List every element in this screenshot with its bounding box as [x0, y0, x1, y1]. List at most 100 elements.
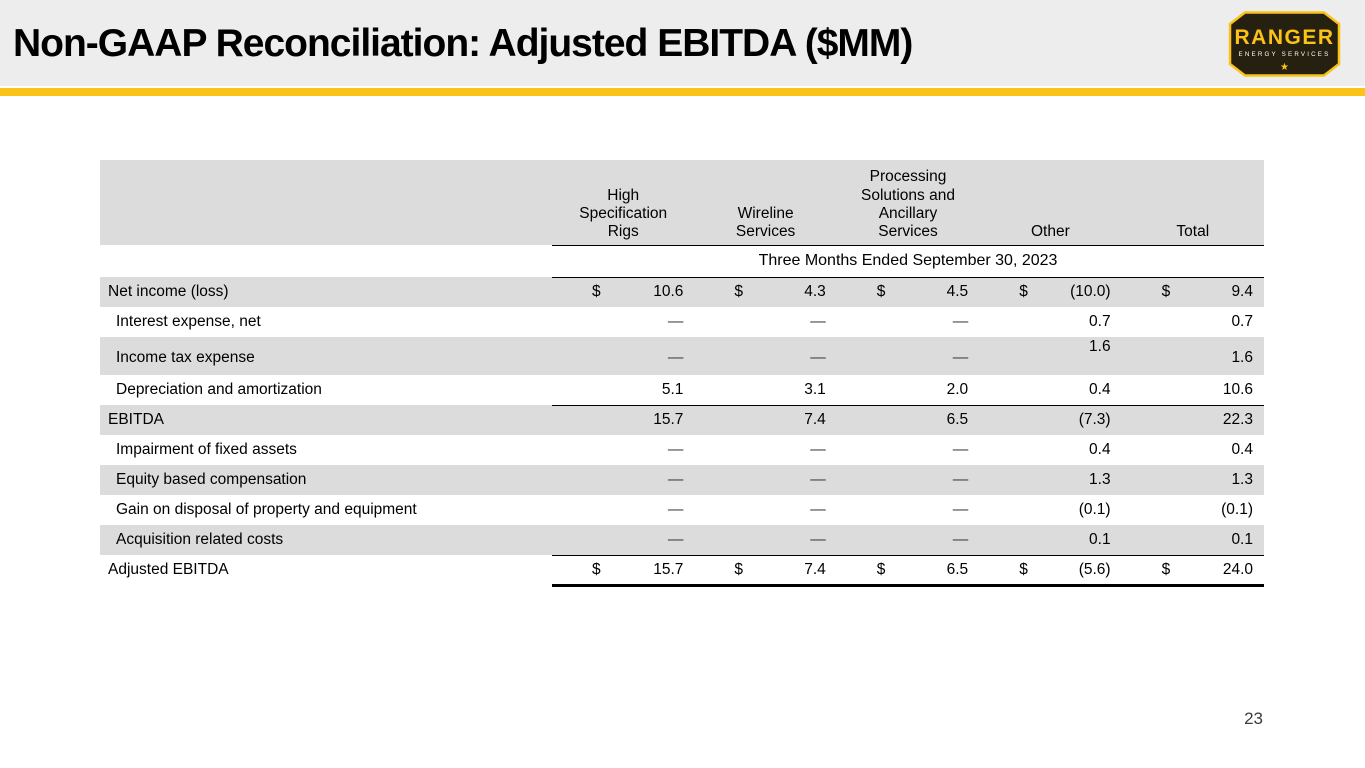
value: — — [810, 349, 826, 366]
cell: — — [837, 307, 979, 337]
value: 0.1 — [1231, 530, 1253, 548]
cell-content: 3.1 — [694, 381, 836, 399]
dollar-sign: $ — [1161, 283, 1171, 301]
column-header-line: Other — [1031, 223, 1070, 241]
value: 10.6 — [653, 283, 684, 301]
cell: $10.6 — [552, 277, 695, 307]
cell: 0.1 — [1121, 525, 1264, 556]
cell-content: 1.3 — [979, 471, 1121, 489]
cell-content: $7.4 — [694, 561, 836, 579]
value: 1.3 — [1089, 471, 1111, 488]
value: 5.1 — [661, 380, 684, 398]
logo-name: RANGER — [1234, 26, 1334, 49]
column-header-line: Processing — [869, 168, 947, 186]
cell: — — [837, 495, 979, 525]
value: 7.4 — [804, 411, 826, 429]
value: — — [952, 349, 969, 366]
value: — — [952, 313, 969, 330]
period-spacer-cell — [100, 245, 552, 277]
cell-content: — — [552, 501, 694, 519]
cell: — — [694, 307, 836, 337]
cell: — — [552, 465, 695, 495]
value: 4.5 — [946, 283, 969, 301]
cell: 22.3 — [1121, 405, 1264, 435]
cell: 0.4 — [1122, 435, 1264, 465]
ranger-energy-logo-icon: RANGER ENERGY SERVICES ★ — [1228, 11, 1341, 77]
table-wrap: High Specification Rigs Wireline Services Pro… — [100, 160, 1264, 587]
cell-content: 1.6 — [1122, 349, 1264, 375]
cell: $6.5 — [836, 555, 980, 587]
cell: — — [836, 465, 980, 495]
column-header: Processing Solutions and Ancillary Services — [836, 160, 980, 246]
cell-content: — — [552, 349, 694, 375]
star-icon: ★ — [1280, 62, 1289, 73]
cell-content: 1.3 — [1122, 471, 1264, 489]
value: 6.5 — [946, 560, 969, 578]
dollar-sign: $ — [1019, 560, 1028, 578]
page-title: Non-GAAP Reconciliation: Adjusted EBITDA… — [13, 22, 913, 65]
value: 10.6 — [1222, 380, 1253, 398]
row-label: Equity based compensation — [100, 465, 553, 495]
cell-content: — — [837, 471, 979, 489]
dollar-sign: $ — [1019, 283, 1028, 301]
cell-content: 0.4 — [979, 441, 1121, 459]
table-row: Adjusted EBITDA $15.7 $7.4 $6.5 $ (5.6) $24.0 — [100, 555, 1264, 587]
cell: — — [694, 435, 836, 465]
cell: 0.4 — [979, 375, 1122, 406]
value: 15.7 — [653, 411, 684, 429]
value: 0.1 — [1089, 530, 1111, 548]
value: — — [667, 441, 684, 458]
cell-content: — — [552, 313, 694, 331]
cell: — — [836, 337, 980, 375]
cell-content: 7.4 — [694, 411, 836, 429]
page-number: 23 — [1244, 709, 1263, 728]
value: 0.4 — [1089, 441, 1111, 458]
cell-content: — — [694, 313, 836, 331]
value: 7.4 — [804, 560, 826, 578]
cell-content: 22.3 — [1122, 411, 1264, 429]
cell-content: $4.5 — [837, 283, 979, 301]
cell: 7.4 — [694, 405, 837, 435]
cell-content: $15.7 — [552, 561, 694, 579]
cell-content: — — [837, 349, 979, 375]
cell-content: 0.7 — [1122, 313, 1264, 331]
cell-content: (0.1) — [1122, 501, 1264, 519]
cell: 15.7 — [552, 405, 695, 435]
column-header-line: High — [607, 186, 640, 204]
cell: — — [552, 495, 694, 525]
cell: — — [552, 435, 694, 465]
period-row: Three Months Ended September 30, 2023 — [100, 245, 1264, 278]
cell-content: $4.3 — [694, 283, 836, 301]
cell-content: (7.3) — [979, 411, 1121, 429]
value: 24.0 — [1222, 560, 1253, 578]
column-header-line: Services — [878, 223, 938, 241]
value: — — [952, 441, 969, 458]
cell: 5.1 — [552, 375, 695, 406]
value: 3.1 — [804, 380, 826, 398]
row-label: Acquisition related costs — [100, 525, 553, 555]
value: 9.4 — [1231, 283, 1253, 301]
cell-content: $9.4 — [1122, 283, 1264, 301]
cell: (7.3) — [979, 405, 1122, 435]
table-row: Income tax expense — — — 1.6 1.6 — [100, 337, 1264, 375]
value: (7.3) — [1078, 411, 1111, 429]
cell: 0.4 — [979, 435, 1121, 465]
column-header-line: Solutions and — [861, 186, 955, 204]
cell-content: 2.0 — [837, 381, 979, 399]
column-header-row: High Specification Rigs Wireline Services Pro… — [100, 160, 1264, 246]
column-header-line: Services — [735, 223, 796, 241]
cell: 0.1 — [979, 525, 1122, 556]
cell: 1.6 — [1121, 337, 1264, 375]
corner-cell — [100, 160, 553, 245]
cell: — — [694, 465, 837, 495]
value: 22.3 — [1222, 411, 1253, 429]
value: 0.4 — [1231, 441, 1253, 458]
cell-content: $6.5 — [837, 561, 979, 579]
cell-content: 5.1 — [552, 381, 694, 399]
cell: 1.6 — [979, 337, 1122, 375]
column-header-line: Total — [1176, 223, 1210, 241]
cell: 3.1 — [694, 375, 837, 406]
cell-content: — — [552, 441, 694, 459]
cell: $9.4 — [1121, 277, 1264, 307]
column-header-line: Wireline — [737, 204, 794, 222]
